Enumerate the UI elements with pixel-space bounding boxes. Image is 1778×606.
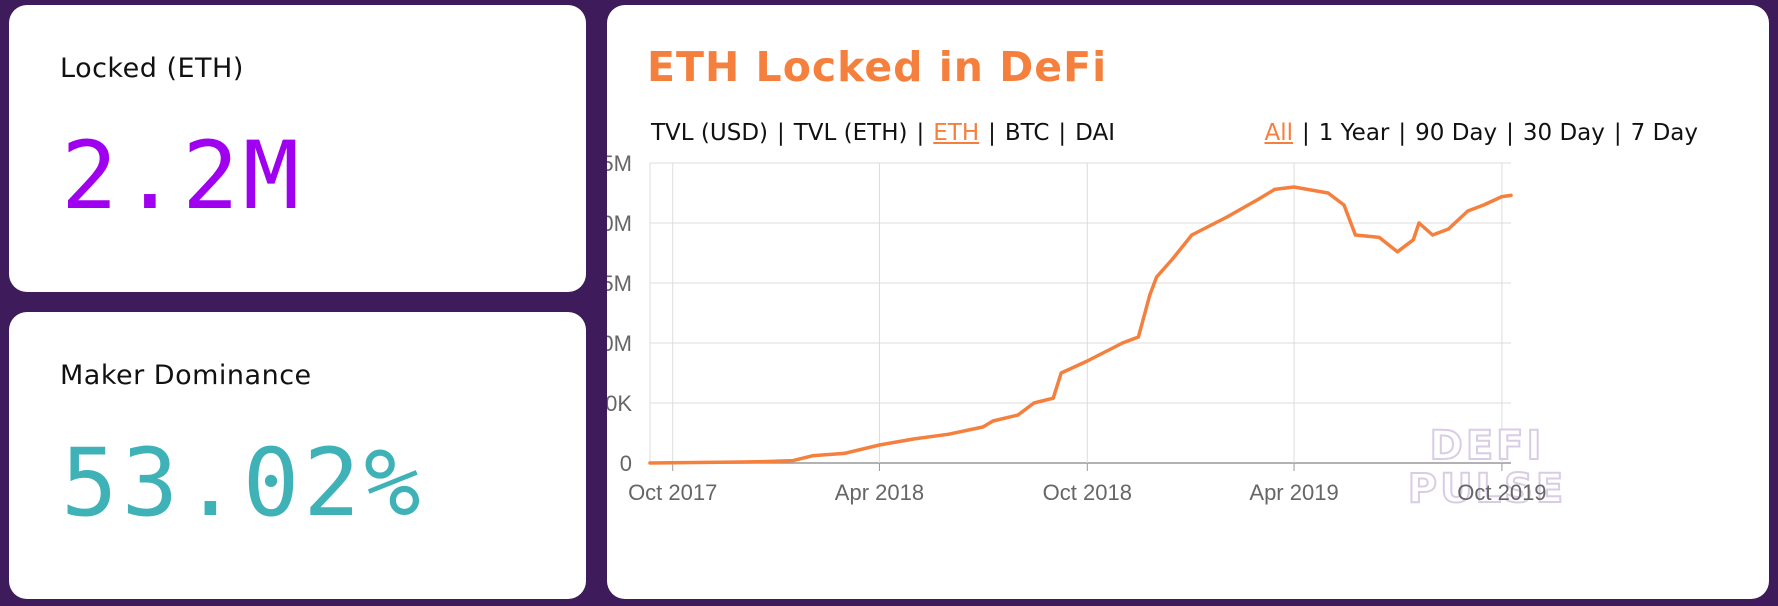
maker-dominance-card: Maker Dominance 53.02% — [9, 312, 586, 599]
x-tick-label: Oct 2017 — [628, 480, 717, 505]
watermark-line-1: DEFI — [1430, 423, 1545, 469]
data-point — [911, 437, 916, 441]
metric-separator: | — [777, 120, 785, 146]
data-point — [877, 443, 882, 447]
range-option-90-day[interactable]: 90 Day — [1415, 120, 1498, 146]
metric-option-btc[interactable]: BTC — [1004, 120, 1050, 146]
data-point — [740, 460, 744, 464]
data-point — [810, 454, 815, 458]
data-point — [1225, 215, 1229, 219]
chart-panel: ETH Locked in DeFi TVL (USD) | TVL (ETH) | E… — [607, 5, 1769, 599]
data-point — [1292, 185, 1296, 189]
data-point — [1190, 233, 1194, 237]
chart-grid — [649, 162, 1511, 464]
data-point — [706, 460, 710, 464]
y-tick-label: 0 — [620, 451, 632, 476]
range-separator: | — [1301, 120, 1310, 146]
locked-eth-value: 2.2M — [61, 122, 304, 231]
maker-dominance-label: Maker Dominance — [60, 360, 312, 391]
metric-option-eth[interactable]: ETH — [933, 120, 980, 146]
range-separator: | — [1398, 120, 1407, 146]
data-point — [1032, 401, 1036, 405]
data-point — [1326, 191, 1330, 195]
data-point — [648, 461, 652, 465]
y-tick-label: 1.0M — [607, 331, 632, 356]
data-point — [1273, 187, 1277, 191]
data-point — [1466, 209, 1470, 213]
metric-option-tvl-usd[interactable]: TVL (USD) — [651, 120, 768, 146]
data-point — [842, 451, 846, 455]
data-point — [1257, 197, 1261, 201]
range-separator: | — [1613, 120, 1622, 146]
data-point — [1377, 235, 1381, 239]
data-point — [1482, 203, 1486, 207]
metric-switch: TVL (USD) | TVL (ETH) | ETH | BTC | DAI — [651, 120, 1115, 146]
data-point — [1059, 371, 1063, 375]
metric-option-dai[interactable]: DAI — [1075, 120, 1115, 146]
chart-axes: 0 500K 1.0M 1.5M 2.0M 2.5M Oct 2017 Apr 2018 Oct… — [607, 151, 1547, 505]
data-point — [991, 419, 995, 423]
range-option-30-day[interactable]: 30 Day — [1522, 120, 1605, 146]
x-tick-label: Oct 2018 — [1043, 480, 1132, 505]
data-point — [1016, 413, 1020, 417]
range-switch: All | 1 Year | 90 Day | 30 Day | 7 Day — [1264, 120, 1698, 146]
metric-option-tvl-eth[interactable]: TVL (ETH) — [793, 120, 908, 146]
range-option-7-day[interactable]: 7 Day — [1630, 120, 1698, 146]
data-point — [791, 459, 795, 463]
data-point — [1085, 359, 1089, 363]
data-point — [1509, 193, 1513, 197]
data-point — [1353, 233, 1357, 237]
data-point — [761, 459, 766, 464]
data-point — [1500, 195, 1504, 199]
x-tick-label: Apr 2018 — [835, 480, 924, 505]
data-point — [1446, 227, 1451, 231]
data-point — [1155, 275, 1159, 279]
series-line — [648, 185, 1513, 465]
x-tick-label: Oct 2019 — [1457, 480, 1546, 505]
y-tick-label: 2.5M — [607, 151, 632, 176]
metric-separator: | — [1058, 120, 1067, 146]
data-point — [1417, 221, 1421, 225]
locked-eth-label: Locked (ETH) — [60, 53, 244, 84]
data-point — [1051, 396, 1055, 400]
data-point — [1120, 341, 1125, 345]
y-tick-label: 1.5M — [607, 271, 632, 296]
data-point — [671, 461, 675, 465]
defi-pulse-watermark: DEFI PULSE — [1407, 422, 1566, 513]
metric-separator: | — [988, 120, 996, 146]
data-point — [1148, 293, 1152, 297]
watermark-line-2: PULSE — [1408, 466, 1566, 512]
range-option-1-year[interactable]: 1 Year — [1318, 120, 1390, 146]
range-separator: | — [1506, 120, 1514, 146]
metric-separator: | — [916, 120, 925, 146]
x-tick-label: Apr 2019 — [1249, 480, 1338, 505]
line-chart: DEFI PULSE 0 500K 1.0M 1.5M 2.0M 2.5M Oct 2017… — [607, 151, 1566, 513]
locked-eth-card: Locked (ETH) 2.2M — [9, 5, 586, 292]
y-tick-label: 2.0M — [607, 211, 632, 236]
data-point — [1136, 335, 1141, 339]
chart-series — [648, 185, 1513, 465]
range-option-all[interactable]: All — [1264, 120, 1293, 146]
data-point — [1170, 257, 1175, 261]
y-tick-label: 500K — [607, 391, 632, 416]
data-point — [1395, 250, 1400, 254]
maker-dominance-value: 53.02% — [61, 429, 425, 538]
data-point — [981, 425, 985, 429]
chart-title: ETH Locked in DeFi — [647, 43, 1108, 91]
data-point — [947, 432, 951, 436]
data-point — [1411, 238, 1415, 242]
data-point — [1431, 233, 1435, 237]
data-point — [1342, 203, 1346, 207]
